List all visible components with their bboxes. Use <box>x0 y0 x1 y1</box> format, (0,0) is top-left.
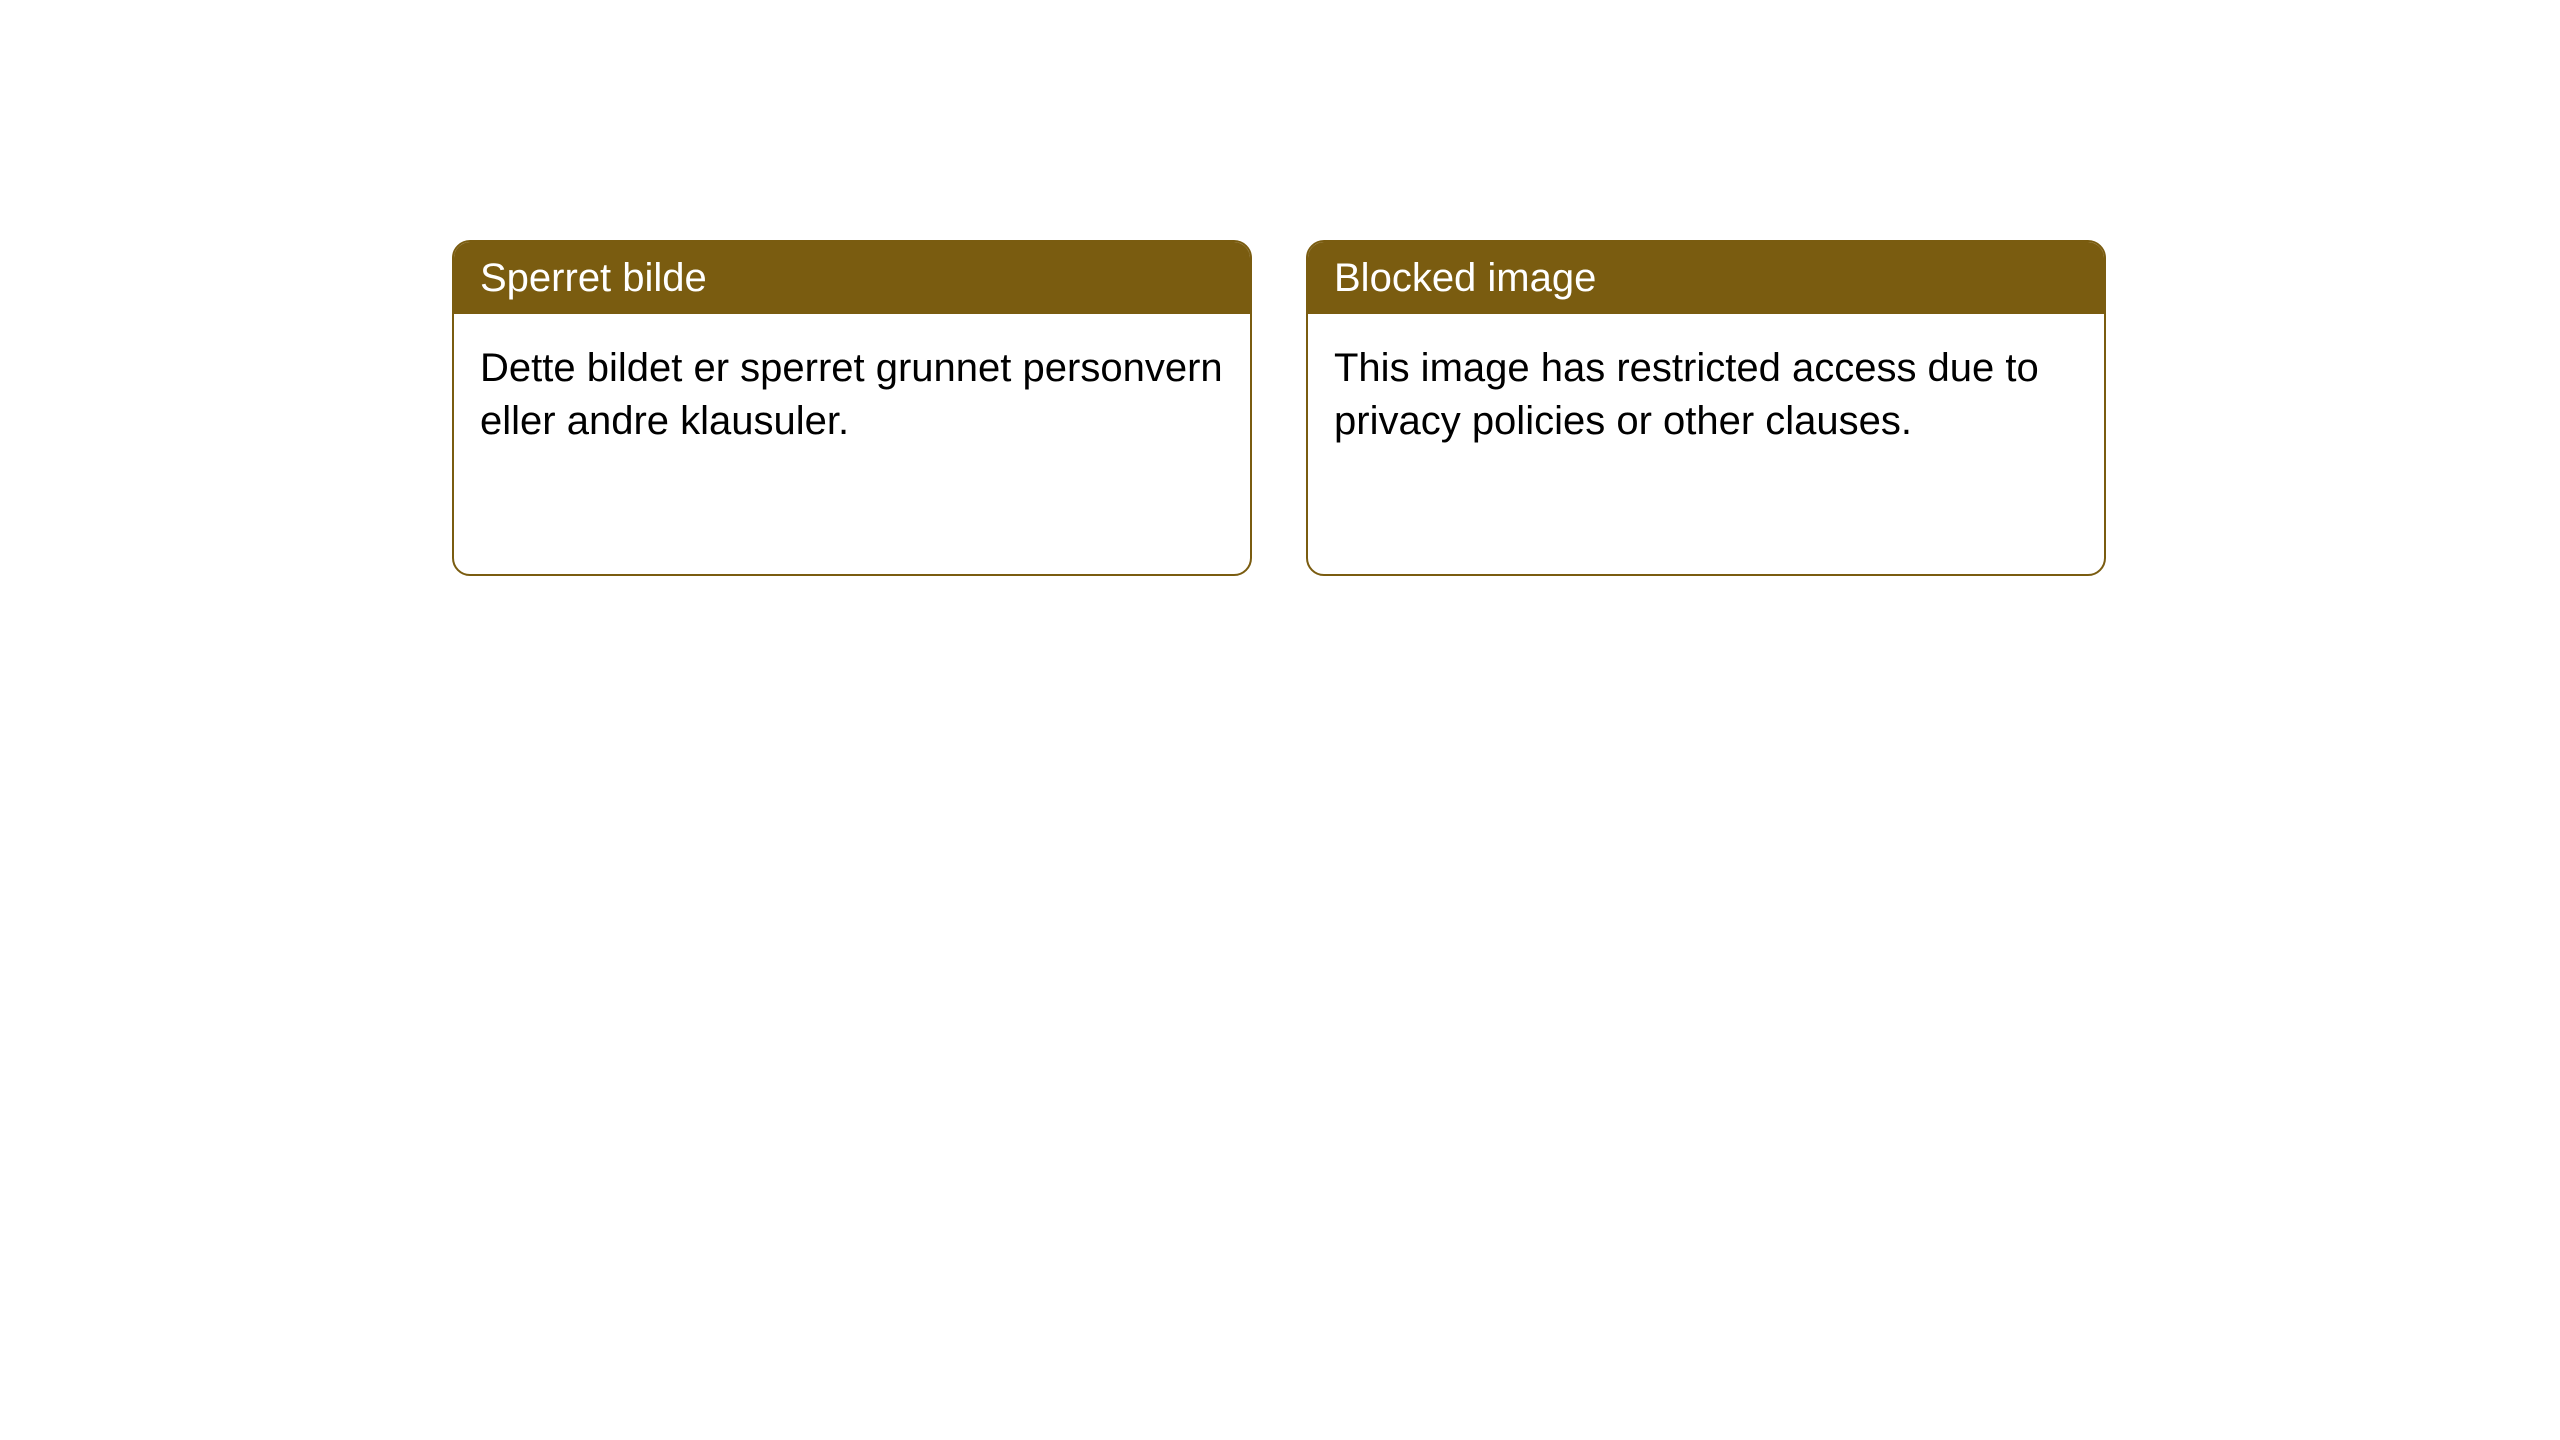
notice-container: Sperret bilde Dette bildet er sperret gr… <box>452 240 2106 576</box>
notice-header: Sperret bilde <box>454 242 1250 314</box>
notice-body: This image has restricted access due to … <box>1308 314 2104 476</box>
notice-header: Blocked image <box>1308 242 2104 314</box>
notice-body: Dette bildet er sperret grunnet personve… <box>454 314 1250 476</box>
notice-card-norwegian: Sperret bilde Dette bildet er sperret gr… <box>452 240 1252 576</box>
notice-card-english: Blocked image This image has restricted … <box>1306 240 2106 576</box>
